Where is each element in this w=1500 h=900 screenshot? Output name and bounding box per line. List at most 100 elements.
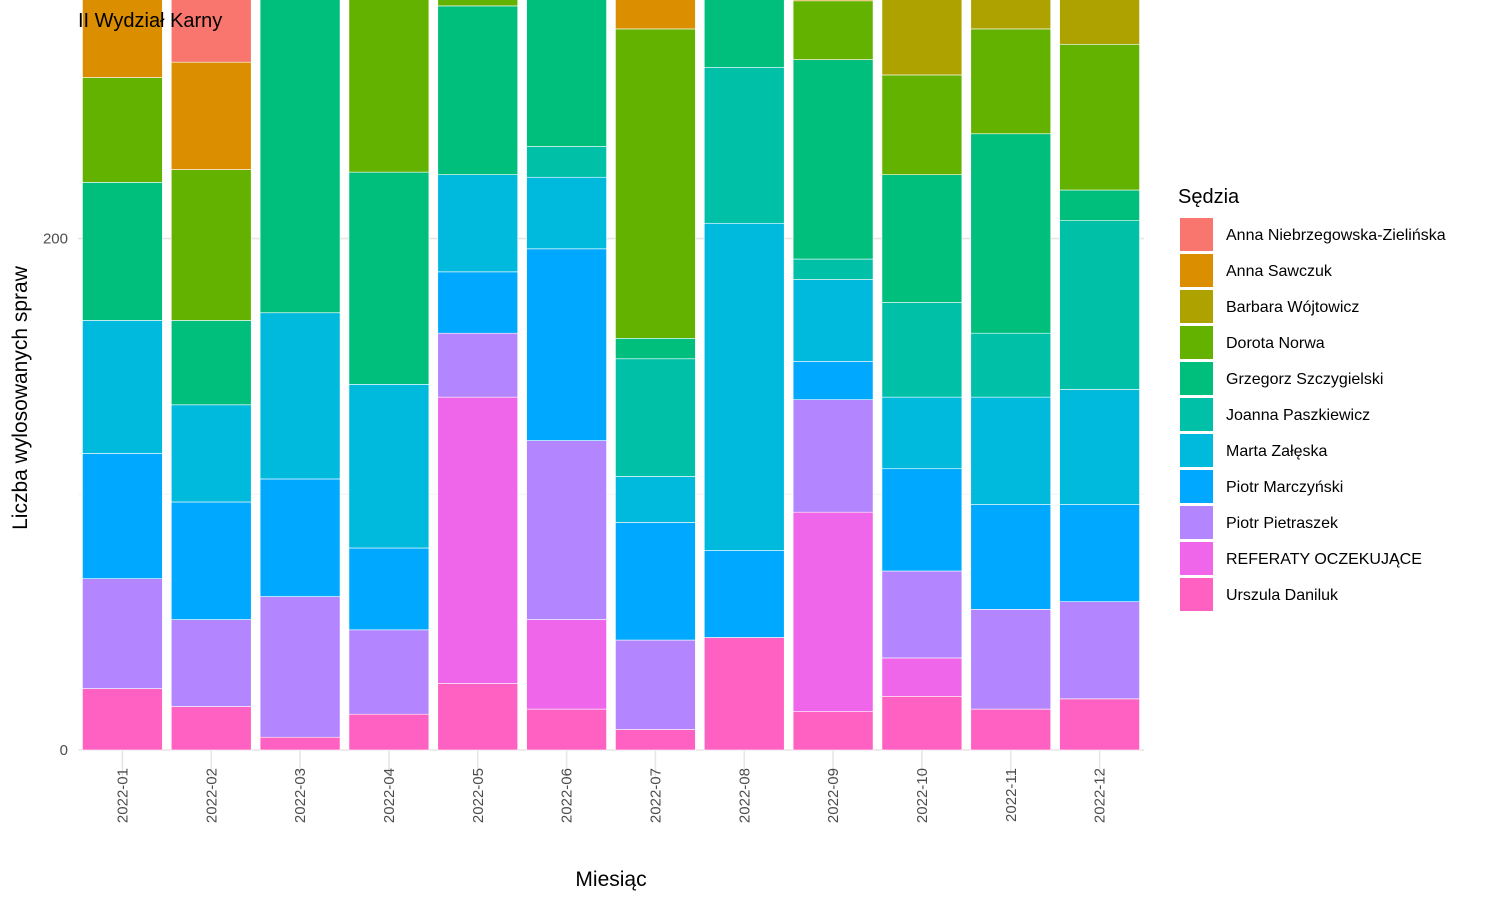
legend-label: REFERATY OCZEKUJĄCE <box>1226 551 1422 568</box>
legend-swatch <box>1180 434 1213 467</box>
bar-segment <box>881 74 963 175</box>
bar-segment <box>1059 220 1140 390</box>
bar-segment <box>881 657 963 697</box>
bar-segment <box>526 248 607 441</box>
bar-segment <box>170 501 252 620</box>
bar-segment <box>526 708 607 751</box>
bar-segment <box>437 396 519 684</box>
bar-segment <box>792 0 874 60</box>
bar-segment <box>82 688 163 751</box>
bar-segment <box>615 729 696 751</box>
bar-segment <box>792 0 874 2</box>
bar-segment <box>259 736 341 751</box>
bar-segment <box>170 706 252 751</box>
x-tick-label: 2022-01 <box>114 768 131 823</box>
legend-label: Anna Niebrzegowska-Zielińska <box>1226 227 1446 244</box>
bar-segment <box>881 396 963 470</box>
bar-segment <box>437 332 519 398</box>
bar-segment <box>615 338 696 360</box>
legend-swatch <box>1180 326 1213 359</box>
legend-swatch <box>1180 506 1213 539</box>
x-tick-label: 2022-06 <box>559 768 576 823</box>
bar-segment <box>881 174 963 303</box>
bar-segment <box>792 258 874 280</box>
chart-title: II Wydział Karny <box>78 10 222 32</box>
legend-label: Barbara Wójtowicz <box>1226 299 1359 316</box>
bar-segment <box>792 511 874 712</box>
x-axis-title: Miesiąc <box>575 868 646 891</box>
bar-segment <box>970 504 1052 610</box>
bar-segment <box>1059 43 1140 191</box>
bar-segment <box>792 711 874 751</box>
bar-segment <box>348 547 430 631</box>
bar-segment <box>703 637 785 751</box>
bar-segment <box>348 171 430 385</box>
x-tick-label: 2022-08 <box>736 768 753 823</box>
legend-label: Marta Załęska <box>1226 443 1327 460</box>
bar-segment <box>1059 698 1140 751</box>
legend-swatch <box>1180 362 1213 395</box>
bar-segment <box>1059 389 1140 505</box>
legend-swatch <box>1180 218 1213 251</box>
x-tick-label: 2022-10 <box>914 768 931 823</box>
legend-swatch <box>1180 542 1213 575</box>
bar-segment <box>970 133 1052 334</box>
x-tick-label: 2022-07 <box>647 768 664 823</box>
bar-segment <box>437 5 519 175</box>
bar-segment <box>82 182 163 321</box>
bar-segment <box>259 0 341 314</box>
legend-label: Joanna Paszkiewicz <box>1226 407 1370 424</box>
bar-segment <box>1059 504 1140 602</box>
legend-label: Piotr Marczyński <box>1226 479 1343 496</box>
bar-segment <box>348 0 430 173</box>
x-tick-label: 2022-03 <box>292 768 309 823</box>
x-tick-label: 2022-12 <box>1092 768 1109 823</box>
bar-segment <box>82 453 163 579</box>
bar-segment <box>348 384 430 549</box>
bar-segment <box>170 619 252 707</box>
x-tick-label: 2022-09 <box>825 768 842 823</box>
x-tick-label: 2022-02 <box>203 768 220 823</box>
bar-segment <box>259 312 341 480</box>
x-tick-label: 2022-11 <box>1003 768 1020 822</box>
bar-segment <box>970 332 1052 398</box>
bar-segment <box>437 0 519 7</box>
legend-swatch <box>1180 470 1213 503</box>
bar-segment <box>82 0 163 78</box>
bar-segment <box>703 0 785 68</box>
y-axis-ticks: 0200400 <box>43 231 68 759</box>
bar-segment <box>615 358 696 477</box>
bar-segment <box>348 713 430 751</box>
legend-swatch <box>1180 290 1213 323</box>
legend-label: Urszula Daniluk <box>1226 587 1339 604</box>
bar-segment <box>881 696 963 751</box>
bar-segment <box>437 174 519 273</box>
bar-segment <box>170 61 252 170</box>
y-tick-label: 0 <box>60 742 68 759</box>
x-tick-label: 2022-05 <box>470 768 487 823</box>
bar-segment <box>970 0 1052 30</box>
bar-segment <box>792 59 874 260</box>
bars <box>82 0 1140 751</box>
bar-segment <box>703 66 785 224</box>
bar-segment <box>703 550 785 638</box>
legend: Sędzia Anna Niebrzegowska-Zielińska Anna … <box>1178 186 1446 611</box>
bar-segment <box>970 708 1052 751</box>
bar-segment <box>170 320 252 406</box>
bar-segment <box>792 279 874 362</box>
legend-label: Piotr Pietraszek <box>1226 515 1339 532</box>
legend-label: Grzegorz Szczygielski <box>1226 371 1383 388</box>
legend-swatch <box>1180 578 1213 611</box>
bar-segment <box>437 271 519 334</box>
bar-segment <box>170 169 252 321</box>
legend-swatch <box>1180 398 1213 431</box>
bar-segment <box>82 320 163 454</box>
bar-segment <box>881 570 963 659</box>
legend-title: Sędzia <box>1178 186 1240 208</box>
bar-segment <box>970 609 1052 710</box>
bar-segment <box>881 0 963 76</box>
bar-segment <box>170 0 252 63</box>
bar-segment <box>792 361 874 400</box>
x-tick-label: 2022-04 <box>381 768 398 823</box>
